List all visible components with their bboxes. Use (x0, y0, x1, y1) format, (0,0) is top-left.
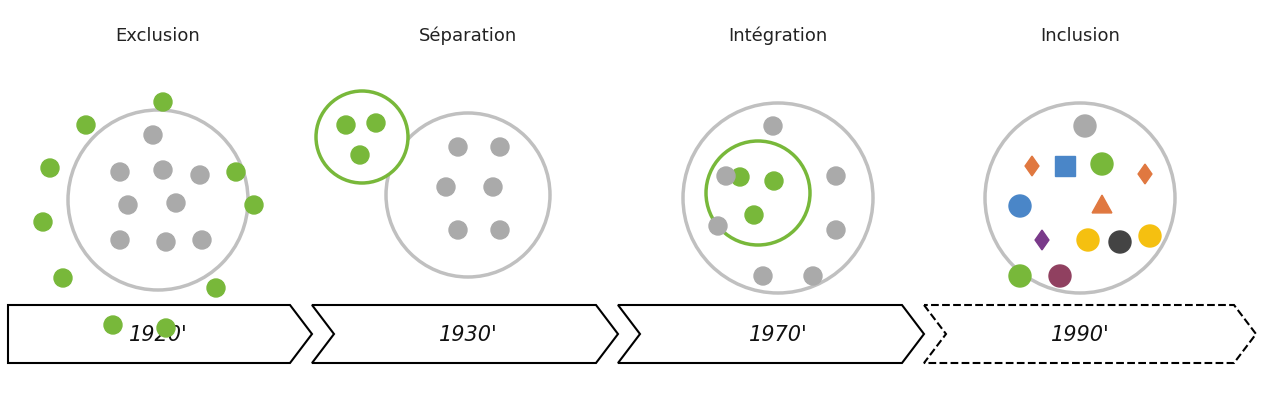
Circle shape (119, 196, 137, 215)
Circle shape (111, 231, 129, 249)
Text: Exclusion: Exclusion (115, 27, 201, 45)
Circle shape (157, 233, 174, 252)
Text: Intégration: Intégration (728, 27, 828, 45)
Circle shape (167, 194, 185, 213)
Polygon shape (1092, 196, 1112, 213)
Text: 1970': 1970' (748, 324, 808, 344)
Circle shape (245, 196, 263, 215)
Circle shape (54, 269, 72, 287)
Circle shape (1109, 231, 1131, 254)
FancyBboxPatch shape (1055, 157, 1074, 177)
Circle shape (68, 111, 248, 290)
Circle shape (755, 267, 772, 285)
Circle shape (154, 94, 172, 112)
Polygon shape (1138, 165, 1152, 184)
Polygon shape (312, 305, 618, 363)
Text: Séparation: Séparation (418, 27, 517, 45)
Circle shape (985, 104, 1176, 293)
Circle shape (827, 222, 846, 239)
Circle shape (386, 114, 550, 277)
Polygon shape (1035, 230, 1049, 250)
Circle shape (1091, 153, 1114, 175)
Circle shape (1009, 265, 1031, 287)
Circle shape (449, 222, 466, 239)
Polygon shape (8, 305, 312, 363)
Circle shape (228, 164, 245, 181)
Circle shape (744, 207, 763, 224)
Circle shape (111, 164, 129, 181)
Circle shape (763, 118, 782, 136)
Circle shape (351, 147, 369, 164)
Circle shape (157, 319, 174, 337)
Circle shape (193, 231, 211, 249)
Circle shape (77, 117, 95, 135)
Text: Inclusion: Inclusion (1040, 27, 1120, 45)
Circle shape (337, 117, 355, 135)
Circle shape (1049, 265, 1071, 287)
Circle shape (709, 217, 727, 235)
Circle shape (367, 115, 386, 133)
Circle shape (731, 168, 750, 187)
Circle shape (191, 166, 209, 185)
Circle shape (207, 279, 225, 297)
Circle shape (490, 139, 509, 157)
Circle shape (104, 316, 123, 334)
Circle shape (490, 222, 509, 239)
Circle shape (1077, 230, 1098, 252)
Circle shape (1139, 226, 1162, 247)
Circle shape (765, 173, 782, 190)
Text: 1990': 1990' (1050, 324, 1110, 344)
Text: 1930': 1930' (439, 324, 497, 344)
Polygon shape (618, 305, 924, 363)
Circle shape (484, 179, 502, 196)
Circle shape (449, 139, 466, 157)
Circle shape (1074, 116, 1096, 138)
Circle shape (707, 142, 810, 245)
Circle shape (683, 104, 873, 293)
Text: 1920': 1920' (129, 324, 187, 344)
Circle shape (437, 179, 455, 196)
Polygon shape (1025, 157, 1039, 177)
Circle shape (827, 168, 846, 185)
Circle shape (1009, 196, 1031, 217)
Polygon shape (924, 305, 1256, 363)
Circle shape (40, 160, 59, 177)
Circle shape (144, 127, 162, 145)
Circle shape (316, 92, 408, 183)
Circle shape (34, 213, 52, 231)
Circle shape (717, 168, 734, 185)
Circle shape (154, 162, 172, 179)
Circle shape (804, 267, 822, 285)
